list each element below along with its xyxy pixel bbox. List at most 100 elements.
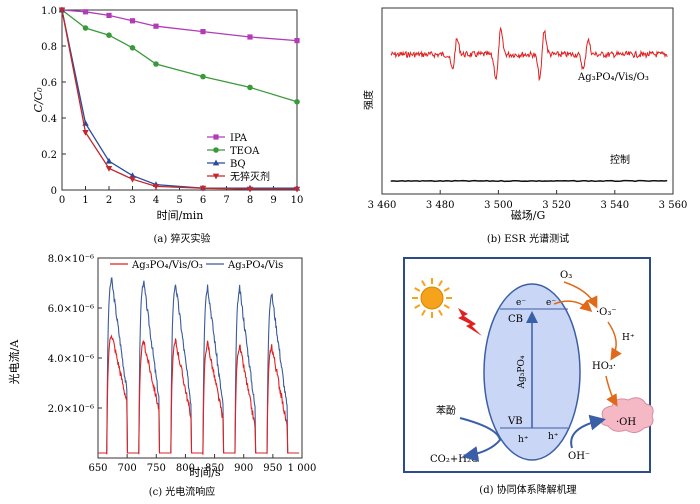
panel-a-point-s0 bbox=[153, 23, 159, 29]
arrow-electron-to-superoxide bbox=[553, 299, 593, 312]
electron-label-1: e⁻ bbox=[516, 298, 526, 308]
panel-c-xtick-label: 650 bbox=[88, 463, 107, 474]
sun-ray bbox=[421, 309, 426, 316]
phenol-label: 苯酚 bbox=[436, 404, 456, 417]
panel-b-xlabel: 磁场/G bbox=[511, 208, 546, 222]
panel-b-caption: (b) ESR 光谱测试 bbox=[487, 232, 569, 245]
products-label: CO₂+H₂O bbox=[430, 454, 479, 465]
ho3-label: HO₃· bbox=[592, 361, 616, 372]
panel-a-legend-marker bbox=[213, 134, 219, 140]
ozone-label: O₃ bbox=[560, 270, 572, 281]
panel-b-series-ag3po4-vis-o3 bbox=[390, 26, 668, 82]
panel-a-xtick-label: 0 bbox=[59, 195, 65, 206]
sun-ray bbox=[414, 304, 421, 309]
panel-a-point-s1 bbox=[82, 25, 89, 31]
panel-a-series-line-3 bbox=[61, 9, 297, 190]
panel-b-xtick-label: 3 460 bbox=[368, 200, 397, 211]
panel-a-ytick-label: 0.8 bbox=[41, 42, 57, 53]
panel-a-point-s3 bbox=[246, 186, 254, 193]
panel-b-xtick-label: 3 520 bbox=[542, 200, 571, 211]
panel-b-xtick-label: 3 560 bbox=[659, 200, 688, 211]
panel-c-xtick-label: 800 bbox=[176, 463, 195, 474]
panel-a-point-s1 bbox=[153, 61, 159, 67]
sun-ray bbox=[438, 309, 443, 316]
panel-a-caption: (a) 猝灭实验 bbox=[154, 232, 211, 245]
panel-a-legend-label: BQ bbox=[230, 159, 246, 170]
panel-c-xtick-label: 750 bbox=[147, 463, 166, 474]
vb-label: VB bbox=[507, 416, 523, 427]
panel-c-ylabel: 光电流/A bbox=[7, 339, 21, 385]
panel-a-point-s3 bbox=[82, 130, 89, 136]
panel-b-xtick-label: 3 480 bbox=[426, 200, 455, 211]
panel-b-series-label-red: Ag₃PO₄/Vis/O₃ bbox=[577, 72, 649, 83]
panel-c-series-ag3po4-vis-o3 bbox=[98, 334, 300, 455]
panel-a-point-s2 bbox=[129, 172, 136, 178]
panel-a-legend-label: 无猝灭剂 bbox=[230, 170, 270, 183]
panel-b-chart: 3 460 3 480 3 500 3 520 3 540 3 560 Ag₃PO₄/Vi… bbox=[362, 7, 688, 245]
panel-a-ytick-label: 0.4 bbox=[41, 114, 57, 125]
panel-a-xtick-label: 5 bbox=[176, 195, 182, 206]
panel-c-xtick-label: 1 000 bbox=[288, 463, 317, 474]
panel-b-series-control bbox=[390, 179, 668, 183]
panel-a-point-s0 bbox=[129, 18, 136, 24]
hplus-label: H⁺ bbox=[622, 333, 635, 343]
superoxide-label: ·O₃⁻ bbox=[596, 307, 617, 318]
panel-c-xlabel: 时间/s bbox=[189, 466, 221, 479]
panel-a-xtick-label: 9 bbox=[270, 195, 276, 206]
panel-a-point-s1 bbox=[294, 99, 300, 105]
panel-a-xtick-label: 3 bbox=[129, 195, 135, 206]
panel-c-legend-label: Ag₃PO₄/Vis/O₃ bbox=[131, 260, 203, 271]
panel-d-caption: (d) 协同体系降解机理 bbox=[479, 483, 576, 496]
arrow-ozone-to-superoxide bbox=[563, 281, 598, 309]
panel-a-point-s3 bbox=[129, 176, 136, 183]
arrow-superoxide-to-ho3 bbox=[607, 321, 622, 361]
panel-a-xtick-label: 2 bbox=[106, 195, 112, 206]
lightning-icon bbox=[458, 308, 482, 336]
panel-a-point-s1 bbox=[106, 32, 112, 38]
panel-c-ytick-label: 8.0×10⁻⁶ bbox=[48, 254, 94, 265]
arrow-ho3-to-oh bbox=[605, 375, 618, 407]
panel-c-caption: (c) 光电流响应 bbox=[149, 485, 216, 498]
panel-c-ytick-label: 4.0×10⁻⁶ bbox=[48, 354, 94, 365]
panel-a-ytick-label: 1.0 bbox=[41, 6, 57, 17]
sun-ray bbox=[443, 304, 450, 309]
panel-a-xtick-label: 4 bbox=[153, 195, 159, 206]
sun-ray bbox=[421, 280, 426, 287]
panel-a-point-s0 bbox=[247, 34, 253, 40]
panel-a-xlabel: 时间/min bbox=[157, 209, 204, 222]
panel-b-xtick-label: 3 540 bbox=[600, 200, 629, 211]
electron-label-2: e⁻ bbox=[546, 298, 556, 308]
panel-b-ylabel: 强度 bbox=[362, 90, 375, 110]
panel-a-legend-marker bbox=[213, 147, 219, 153]
panel-c-xtick-label: 950 bbox=[263, 463, 282, 474]
panel-a-point-s0 bbox=[200, 29, 206, 35]
panel-a-legend-marker bbox=[212, 159, 220, 166]
catalyst-label: Ag₃PO₄ bbox=[517, 355, 527, 389]
panel-a-ytick-label: 0.6 bbox=[41, 78, 57, 89]
sun-ray bbox=[438, 280, 443, 287]
panel-c-ytick-label: 2.0×10⁻⁶ bbox=[48, 404, 94, 415]
panel-a-point-s1 bbox=[129, 45, 136, 51]
panel-a-point-s3 bbox=[199, 185, 207, 192]
panel-a-point-s0 bbox=[294, 38, 300, 44]
hydroxide-label: OH⁻ bbox=[568, 451, 590, 462]
hole-label-2: h⁺ bbox=[548, 432, 559, 442]
panel-a-xtick-label: 1 bbox=[82, 195, 88, 206]
sun-ray bbox=[443, 287, 450, 292]
panel-a-ytick-label: 0 bbox=[51, 186, 57, 197]
panel-c-xtick-label: 850 bbox=[205, 463, 224, 474]
panel-c-xtick-label: 900 bbox=[234, 463, 253, 474]
panel-a-ytick-label: 0.2 bbox=[41, 150, 57, 161]
panel-c-plot-frame bbox=[97, 257, 303, 459]
panel-a-xtick-label: 10 bbox=[291, 195, 304, 206]
panel-a-point-s1 bbox=[247, 84, 253, 91]
panel-a-ylabel: C/C₀ bbox=[32, 87, 45, 113]
cb-label: CB bbox=[508, 314, 523, 325]
panel-c-chart: 650 700 750 800 850 900 950 1 000 2.0×10⁻⁶ 4.0×10… bbox=[7, 254, 317, 498]
sun-ray bbox=[414, 287, 421, 292]
panel-a-point-s0 bbox=[82, 9, 89, 15]
panel-a-point-s1 bbox=[200, 73, 206, 80]
panel-c-legend-label: Ag₃PO₄/Vis bbox=[227, 260, 283, 271]
panel-d-diagram: Ag₃PO₄ CB VB e⁻ e⁻ h⁺ h⁺ O₃ ·O₃⁻ H⁺ HO₃·… bbox=[403, 257, 654, 496]
panel-a-point-s0 bbox=[106, 12, 112, 18]
